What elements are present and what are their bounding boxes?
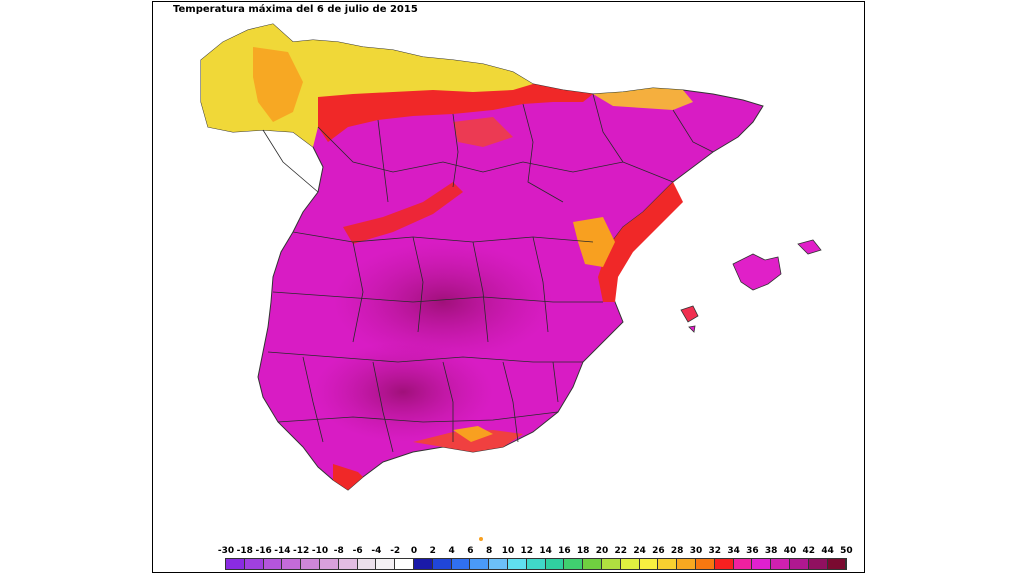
province-borders <box>262 93 714 453</box>
ibiza-island <box>680 305 699 323</box>
legend-tick-label: -16 <box>255 546 272 556</box>
legend-swatch <box>771 559 790 569</box>
legend-swatch <box>395 559 414 569</box>
northwest-orange-band <box>253 47 303 122</box>
legend-tick-label: 14 <box>539 546 552 556</box>
legend-swatch <box>733 559 753 569</box>
legend-swatch <box>526 559 546 569</box>
legend-swatch <box>338 559 358 569</box>
legend-swatch <box>432 559 452 569</box>
legend-tick-label: 42 <box>802 546 816 556</box>
legend-tick-label: 36 <box>746 546 759 556</box>
legend-swatch <box>827 559 847 569</box>
legend-tick-label: 34 <box>727 546 740 556</box>
legend-swatch <box>301 559 320 569</box>
legend-swatch <box>319 559 339 569</box>
levante-orange-patch <box>573 217 615 267</box>
legend-swatch <box>282 559 302 569</box>
legend-swatch <box>226 559 245 569</box>
legend-tick-label: -4 <box>371 546 382 556</box>
central-heat-core <box>333 242 553 362</box>
legend-swatch <box>714 559 734 569</box>
map-title: Temperatura máxima del 6 de julio de 201… <box>173 4 418 15</box>
legend-tick-label: 26 <box>652 546 665 556</box>
temperature-legend: -30 -18 -16 -14 -12 -10 -8 -6 -4 -2 0 2 4 6 8 10 12 14 16 1… <box>218 546 853 570</box>
legend-tick-label: 20 <box>595 546 609 556</box>
legend-tick-label: 6 <box>467 546 474 556</box>
map-frame: Temperatura máxima del 6 de julio de 201… <box>152 1 865 573</box>
legend-swatch <box>507 559 527 569</box>
formentera-island <box>688 325 696 333</box>
legend-swatch <box>413 559 433 569</box>
legend-tick-label: 24 <box>633 546 646 556</box>
legend-tick-label: -14 <box>274 546 291 556</box>
mallorca-island <box>732 253 782 291</box>
legend-labels: -30 -18 -16 -14 -12 -10 -8 -6 -4 -2 0 2 4 6 8 10 12 14 16 1… <box>218 546 853 558</box>
legend-tick-label: 0 <box>410 546 418 556</box>
legend-swatch <box>357 559 377 569</box>
cantabrian-red-band <box>318 84 593 142</box>
legend-color-bar <box>225 558 848 570</box>
legend-tick-label: 28 <box>670 546 684 556</box>
legend-swatch <box>564 559 584 569</box>
legend-tick-label: 16 <box>558 546 571 556</box>
legend-swatch <box>470 559 490 569</box>
legend-tick-label: -6 <box>352 546 363 556</box>
legend-tick-label: 44 <box>821 546 834 556</box>
legend-tick-label: 30 <box>689 546 703 556</box>
legend-tick-label: 10 <box>501 546 515 556</box>
central-red-streak <box>343 182 463 244</box>
southwest-red-tip <box>333 464 363 490</box>
legend-swatch <box>601 559 621 569</box>
legend-swatch <box>677 559 696 569</box>
legend-swatch <box>263 559 283 569</box>
legend-tick-label: 40 <box>783 546 797 556</box>
legend-tick-label: -30 <box>217 546 235 556</box>
legend-tick-label: 12 <box>520 546 534 556</box>
legend-tick-label: -8 <box>333 546 344 556</box>
legend-swatch <box>808 559 828 569</box>
legend-swatch <box>451 559 471 569</box>
levante-red-coast <box>598 182 683 302</box>
north-central-red-patch <box>453 117 513 147</box>
legend-swatch <box>658 559 678 569</box>
alboran-dot <box>479 537 483 541</box>
legend-swatch <box>789 559 809 569</box>
menorca-island <box>797 239 822 255</box>
legend-swatch <box>639 559 659 569</box>
legend-swatch <box>583 559 602 569</box>
legend-tick-label: 4 <box>448 546 455 556</box>
legend-tick-label: -12 <box>293 546 310 556</box>
temperature-map <box>200 23 822 541</box>
legend-tick-label: 32 <box>708 546 722 556</box>
legend-swatch <box>752 559 772 569</box>
legend-tick-label: 38 <box>764 546 778 556</box>
legend-tick-label: -10 <box>311 546 329 556</box>
legend-tick-label: 22 <box>614 546 628 556</box>
legend-tick-label: 18 <box>576 546 590 556</box>
legend-tick-label: 2 <box>429 546 436 556</box>
south-coast-warm-band <box>413 430 523 452</box>
south-coast-orange-patch <box>453 426 493 442</box>
legend-tick-label: 8 <box>486 546 493 556</box>
legend-swatch <box>695 559 715 569</box>
legend-swatch <box>244 559 264 569</box>
northeast-warm-band <box>593 88 693 110</box>
legend-swatch <box>620 559 640 569</box>
legend-swatch <box>545 559 565 569</box>
legend-tick-label: -18 <box>236 546 253 556</box>
legend-tick-label: 50 <box>840 546 853 556</box>
legend-swatch <box>376 559 396 569</box>
legend-tick-label: -2 <box>390 546 401 556</box>
legend-swatch <box>489 559 508 569</box>
